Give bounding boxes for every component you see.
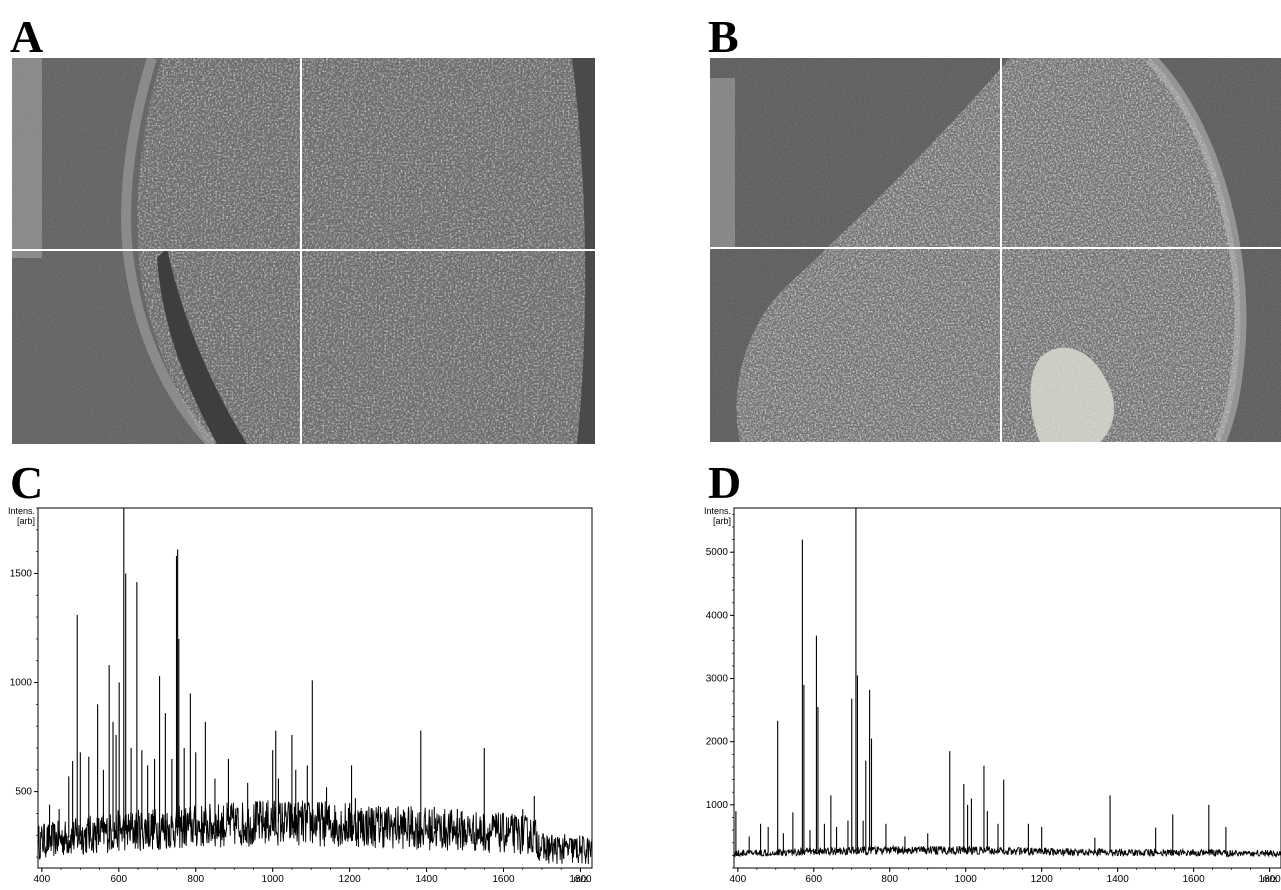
micrograph-a-image: [12, 58, 595, 444]
x-tick-label: 1200: [339, 874, 362, 885]
y-tick-label: 1000: [706, 800, 729, 811]
x-tick-label: 400: [729, 874, 746, 885]
panel-label-a: A: [10, 11, 44, 62]
x-tick-label: 600: [110, 874, 127, 885]
spectrum-d: Intens. [arb] 1000 2000 3000 4000 5000 400 600 80…: [698, 500, 1281, 890]
y-tick-label: 4000: [706, 610, 729, 621]
x-tick-label: 1600: [1183, 874, 1206, 885]
y-tick-label: 500: [15, 787, 32, 798]
y-axis-label: Intens. [arb]: [704, 506, 731, 526]
plot-frame: [733, 507, 1281, 869]
x-tick-label: 1200: [1031, 874, 1054, 885]
y-tick-label: 5000: [706, 547, 729, 558]
x-tick-label: 400: [34, 874, 51, 885]
x-tick-label: 800: [881, 874, 898, 885]
y-tick-label: 2000: [706, 737, 729, 748]
x-tick-label: 1600: [492, 874, 515, 885]
x-tick-label: 1000: [955, 874, 978, 885]
micrograph-a: [12, 58, 595, 444]
baseline-trace: [37, 800, 593, 865]
x-axis-label: m/z: [574, 874, 589, 884]
panel-label-b: B: [708, 11, 739, 62]
micrograph-b: [710, 58, 1281, 442]
y-axis-label: Intens. [arb]: [8, 506, 35, 526]
spectrum-c-plot: Intens. [arb] 500 1000 1500 400 600 800 1000 1200…: [8, 506, 593, 885]
micrograph-b-image: [710, 58, 1281, 442]
x-tick-label: 1400: [415, 874, 438, 885]
x-tick-label: 800: [187, 874, 204, 885]
x-tick-label: 1000: [262, 874, 285, 885]
y-tick-label: 3000: [706, 674, 729, 685]
x-tick-label: 1800: [569, 874, 592, 885]
baseline-trace: [733, 844, 1281, 858]
y-tick-label: 1000: [10, 678, 33, 689]
y-tick-label: 1500: [10, 568, 33, 579]
x-tick-label: 1800: [1258, 874, 1281, 885]
x-tick-label: 600: [805, 874, 822, 885]
spectrum-c: Intens. [arb] 500 1000 1500 400 600 800 1000 1200…: [0, 500, 600, 890]
x-tick-label: 1400: [1107, 874, 1130, 885]
plot-frame: [37, 507, 593, 869]
spectrum-d-plot: Intens. [arb] 1000 2000 3000 4000 5000 400 600 80…: [704, 506, 1281, 885]
panel-label-c: C: [10, 457, 44, 508]
x-axis-label: m/z: [1263, 874, 1278, 884]
panel-label-d: D: [708, 457, 742, 508]
